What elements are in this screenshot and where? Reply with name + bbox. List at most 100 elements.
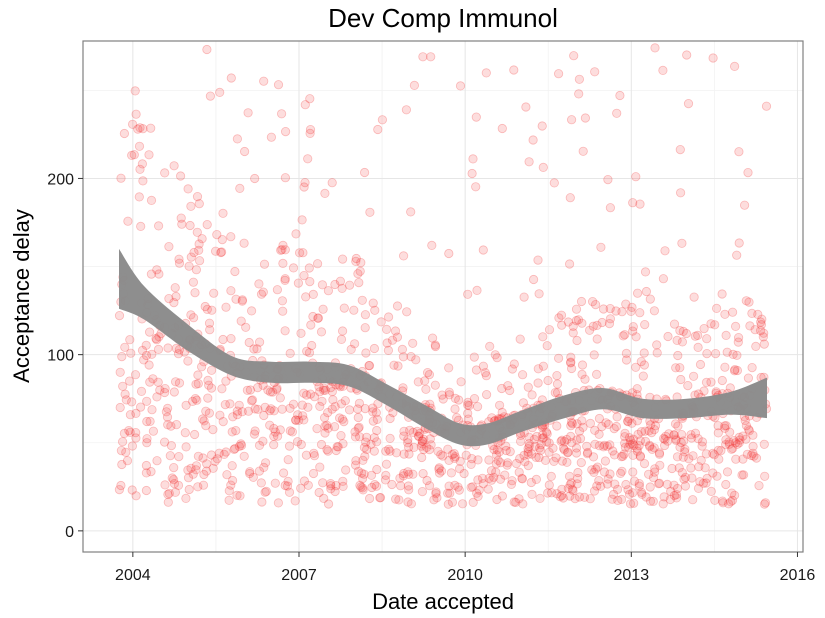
data-point xyxy=(557,456,567,466)
data-point xyxy=(124,425,134,436)
data-point xyxy=(408,338,418,348)
data-point xyxy=(314,382,324,392)
data-point xyxy=(114,484,125,495)
data-point xyxy=(608,446,618,456)
data-point xyxy=(328,395,338,405)
data-point xyxy=(454,485,464,495)
data-point xyxy=(243,108,253,118)
data-point xyxy=(153,377,163,387)
data-point xyxy=(594,413,605,424)
data-point xyxy=(126,348,136,358)
data-point xyxy=(503,381,513,391)
data-point xyxy=(199,469,209,480)
data-point xyxy=(700,463,710,473)
data-point xyxy=(120,389,130,399)
data-point xyxy=(130,370,141,380)
data-point xyxy=(755,325,766,336)
data-point xyxy=(296,439,306,450)
data-point xyxy=(376,317,386,327)
data-point xyxy=(602,479,613,489)
data-point xyxy=(249,344,259,354)
data-point xyxy=(283,476,293,486)
data-point xyxy=(468,154,478,164)
data-point xyxy=(364,360,374,371)
data-point xyxy=(612,412,622,422)
data-point xyxy=(699,323,709,334)
data-point xyxy=(427,333,438,343)
data-point xyxy=(340,396,350,406)
data-point xyxy=(375,493,385,503)
data-point xyxy=(176,171,186,181)
data-point xyxy=(603,474,613,484)
data-point xyxy=(430,340,440,350)
data-point xyxy=(280,245,290,255)
data-point xyxy=(713,428,723,438)
data-point xyxy=(184,261,194,271)
data-point xyxy=(405,425,415,435)
data-point xyxy=(294,248,305,258)
data-point xyxy=(330,486,340,497)
data-point xyxy=(438,394,448,404)
data-point xyxy=(254,279,264,289)
data-point xyxy=(232,134,242,144)
data-point xyxy=(574,492,585,502)
data-point xyxy=(605,440,615,450)
data-point xyxy=(337,254,348,264)
data-point xyxy=(336,334,347,344)
data-point xyxy=(537,121,547,131)
data-point xyxy=(269,431,279,441)
data-point xyxy=(312,259,323,269)
data-point xyxy=(214,448,224,458)
data-point xyxy=(271,384,282,395)
data-point xyxy=(669,480,679,490)
data-point xyxy=(224,486,234,496)
data-point xyxy=(337,283,347,293)
data-point xyxy=(563,483,573,493)
data-point xyxy=(375,492,386,503)
data-point xyxy=(729,490,740,500)
data-point xyxy=(280,173,290,183)
data-point xyxy=(197,362,207,372)
data-point xyxy=(354,432,365,442)
data-point xyxy=(299,270,309,281)
data-point xyxy=(527,390,537,400)
data-point xyxy=(671,493,682,503)
data-point xyxy=(570,493,580,504)
data-point xyxy=(369,343,379,354)
data-point xyxy=(505,385,515,396)
data-point xyxy=(680,447,690,457)
data-point xyxy=(169,297,179,308)
data-point xyxy=(632,384,642,394)
data-point xyxy=(744,426,755,436)
data-point xyxy=(226,480,236,490)
data-point xyxy=(424,369,434,380)
data-point xyxy=(675,188,686,198)
data-point xyxy=(227,427,237,437)
data-point xyxy=(368,407,378,417)
data-point xyxy=(219,449,229,459)
data-point xyxy=(226,333,236,344)
data-point xyxy=(524,438,534,449)
data-point xyxy=(683,99,694,109)
data-point xyxy=(727,495,738,505)
data-point xyxy=(202,220,212,230)
data-point xyxy=(688,371,699,381)
data-point xyxy=(350,432,361,442)
data-point xyxy=(218,208,228,218)
data-point xyxy=(403,481,413,491)
data-point xyxy=(573,473,583,484)
data-point xyxy=(349,339,360,349)
data-point xyxy=(174,451,184,462)
data-point xyxy=(456,377,466,387)
data-point xyxy=(544,325,555,335)
data-point xyxy=(578,146,588,156)
data-point xyxy=(247,306,257,316)
data-point xyxy=(693,433,703,444)
data-point xyxy=(620,438,630,448)
data-point xyxy=(620,330,630,340)
data-point xyxy=(552,379,563,389)
data-point xyxy=(574,89,584,99)
data-point xyxy=(278,258,288,268)
data-point xyxy=(426,52,436,62)
